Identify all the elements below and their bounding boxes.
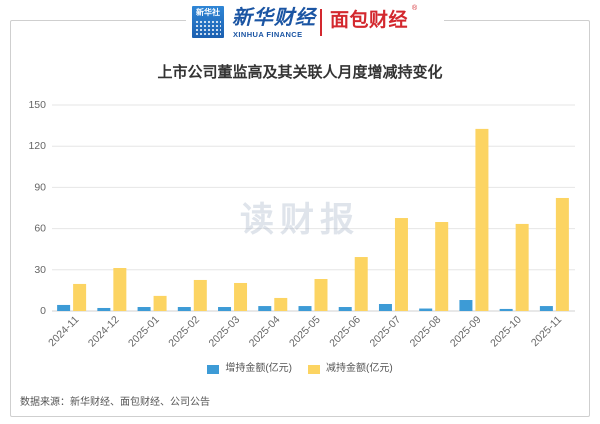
legend-label-increase: 增持金额(亿元): [225, 363, 292, 374]
increase-bar-2025-01: [137, 307, 151, 311]
legend-label-decrease: 减持金额(亿元): [326, 363, 393, 374]
y-tick-label: 0: [40, 305, 46, 317]
increase-bar-2025-05: [298, 306, 312, 311]
increase-bar-2025-04: [258, 306, 272, 311]
decrease-bar-2025-08: [435, 222, 449, 311]
xinhua-badge-logo: 新华社: [192, 6, 224, 38]
increase-bar-2025-11: [539, 306, 553, 311]
x-axis: 2024-11 2024-12 2025-01 2025-02 2025-03 2025-…: [46, 314, 564, 350]
y-tick-label: 150: [28, 99, 46, 111]
increase-bar-2025-07: [378, 303, 392, 311]
decrease-bar-2025-05: [314, 279, 328, 311]
xinhua-finance-logo-text: 新华财经: [232, 5, 316, 29]
decrease-bar-2025-11: [555, 197, 569, 311]
decrease-bar-2025-03: [234, 282, 248, 311]
xinhua-badge-pattern: [195, 20, 221, 36]
header-logos: 新华社 新华财经 XINHUA FINANCE 面包财经 ®: [186, 2, 444, 42]
x-tick-label: 2025-09: [448, 314, 484, 350]
x-tick-label: 2025-10: [488, 314, 524, 350]
y-tick-label: 60: [34, 223, 46, 235]
mianbao-finance-logo-text: 面包财经: [330, 10, 409, 31]
logo-divider: [320, 9, 322, 36]
legend: 增持金额(亿元) 减持金额(亿元): [0, 362, 600, 376]
x-tick-label: 2025-08: [408, 314, 444, 350]
series-decrease: [73, 128, 569, 311]
x-tick-label: 2025-05: [287, 314, 323, 350]
bars: [57, 128, 569, 311]
y-tick-label: 30: [34, 264, 46, 276]
y-tick-label: 120: [28, 140, 46, 152]
decrease-bar-2025-04: [274, 297, 288, 311]
increase-bar-2025-02: [177, 307, 191, 311]
increase-bar-2025-10: [499, 308, 513, 311]
decrease-bar-2024-11: [73, 283, 87, 311]
decrease-bar-2025-01: [153, 295, 167, 311]
x-tick-label: 2025-07: [367, 314, 403, 350]
gridlines: [52, 104, 575, 312]
legend-item-increase: 增持金额(亿元): [207, 362, 292, 376]
decrease-bar-2025-07: [394, 218, 408, 311]
y-tick-label: 90: [34, 181, 46, 193]
registered-mark: ®: [412, 5, 418, 12]
x-tick-label: 2024-12: [86, 314, 122, 350]
decrease-bar-2025-02: [193, 279, 207, 311]
x-tick-label: 2025-04: [247, 314, 283, 350]
x-tick-label: 2025-01: [126, 314, 162, 350]
legend-swatch-increase: [207, 364, 220, 374]
decrease-bar-2025-09: [475, 128, 489, 311]
increase-bar-2024-11: [57, 304, 71, 311]
chart-title: 上市公司董监高及其关联人月度增减持变化: [157, 64, 443, 81]
decrease-bar-2024-12: [113, 268, 127, 311]
increase-bar-2025-09: [459, 300, 473, 311]
x-tick-label: 2025-06: [327, 314, 363, 350]
increase-bar-2025-08: [419, 308, 433, 311]
increase-bar-2024-12: [97, 307, 111, 311]
series-increase: [57, 300, 553, 311]
xinhua-finance-english: XINHUA FINANCE: [233, 30, 303, 39]
data-source-note: 数据来源：新华财经、面包财经、公司公告: [20, 397, 210, 408]
x-tick-label: 2025-11: [529, 314, 564, 349]
legend-item-decrease: 减持金额(亿元): [308, 362, 393, 376]
legend-swatch-decrease: [308, 364, 320, 374]
decrease-bar-2025-10: [515, 223, 529, 311]
increase-bar-2025-03: [218, 307, 232, 311]
x-tick-label: 2025-03: [207, 314, 243, 350]
decrease-bar-2025-06: [354, 257, 368, 311]
increase-bar-2025-06: [338, 307, 352, 311]
y-axis: 0 30 60 90 120 150: [28, 99, 46, 317]
x-tick-label: 2024-11: [46, 314, 81, 349]
x-tick-label: 2025-02: [166, 314, 202, 350]
xinhua-badge-text: 新华社: [196, 8, 220, 17]
